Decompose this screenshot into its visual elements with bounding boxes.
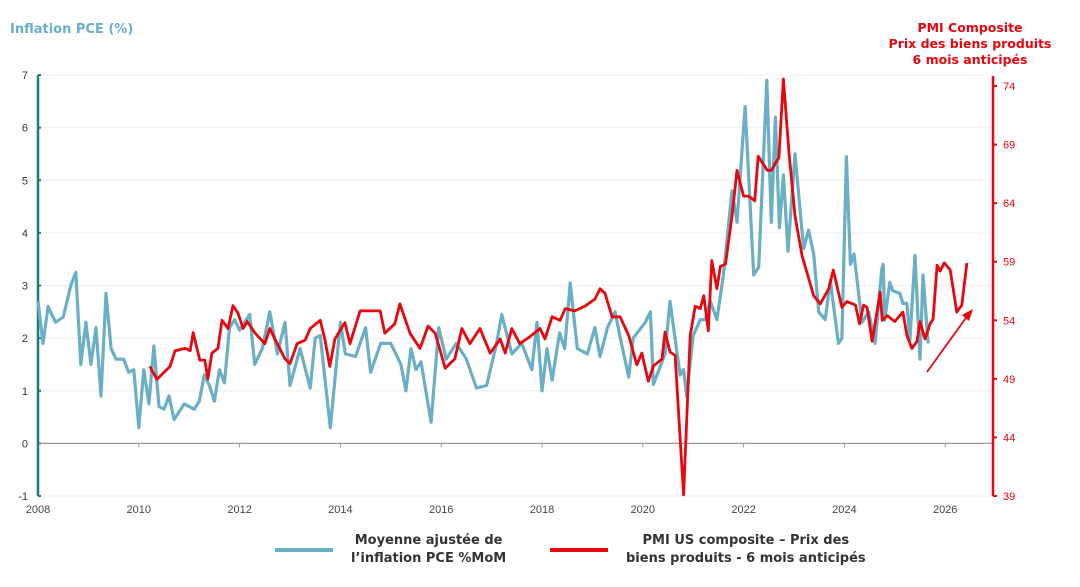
x-tick-label: 2018 [530,504,554,516]
chart-plot: -1 0 1 2 3 4 5 6 7 2008 2010 2012 2014 2016 2018 2020 20… [18,70,1015,516]
series-line-pmi [148,77,969,497]
x-tick-label: 2022 [731,504,755,516]
right-axis-title-line: 6 mois anticipés [912,52,1028,67]
left-tick-label: 3 [22,281,28,293]
legend-label-pmi: PMI US composite – Prix des biens produi… [626,532,866,568]
x-tick-label: 2014 [328,504,352,516]
legend-swatch-pmi [550,548,608,552]
trend-arrow-shaft [926,314,969,373]
trend-arrow-head-icon [962,309,973,321]
right-tick-label: 74 [1003,81,1015,93]
right-tick-label: 54 [1003,315,1015,327]
x-tick-label: 2024 [832,504,856,516]
left-tick-label: 0 [22,438,28,450]
legend-text: biens produits - 6 mois anticipés [626,551,866,566]
right-tick-label: 39 [1003,491,1015,503]
legend-label-pce: Moyenne ajustée de l’inflation PCE %MoM [351,532,506,568]
x-tick-label: 2020 [631,504,655,516]
legend-swatch-pce [275,548,333,552]
legend-text: l’inflation PCE %MoM [351,551,507,566]
legend-item-pmi: PMI US composite – Prix des biens produi… [550,532,866,568]
legend: Moyenne ajustée de l’inflation PCE %MoM … [0,530,1080,580]
right-tick-label: 59 [1003,257,1015,269]
legend-item-pce: Moyenne ajustée de l’inflation PCE %MoM [275,532,506,568]
right-axis-title: PMI Composite Prix des biens produits 6 … [870,20,1070,68]
right-tick-label: 64 [1003,198,1015,210]
left-tick-label: 2 [22,333,28,345]
left-axis-title: Inflation PCE (%) [10,22,134,37]
left-tick-label: 1 [22,386,28,398]
left-tick-label: 4 [22,228,28,240]
right-tick-label: 49 [1003,374,1015,386]
right-axis-title-line: PMI Composite [917,20,1023,35]
left-tick-label: 6 [22,123,28,135]
series-line-pce [36,78,930,430]
left-tick-label: 7 [22,70,28,82]
x-tick-label: 2008 [26,504,50,516]
x-tick-label: 2012 [227,504,251,516]
right-tick-label: 44 [1003,432,1015,444]
right-tick-label: 69 [1003,140,1015,152]
x-tick-label: 2026 [933,504,957,516]
legend-text: PMI US composite – Prix des [642,533,850,548]
legend-text: Moyenne ajustée de [354,533,503,548]
left-tick-label: 5 [22,175,28,187]
right-axis-title-line: Prix des biens produits [888,36,1052,51]
x-tick-label: 2016 [429,504,453,516]
left-tick-label: -1 [18,491,28,503]
x-tick-label: 2010 [127,504,151,516]
